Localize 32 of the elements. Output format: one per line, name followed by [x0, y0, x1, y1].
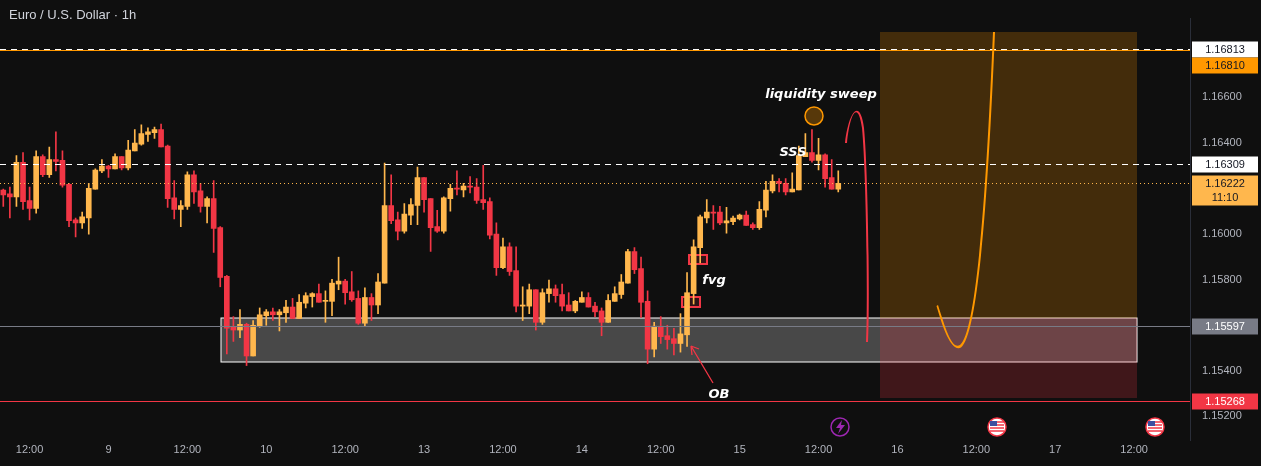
ref-line-label: 1.15597 [1205, 319, 1245, 332]
ref-line-label: 1.16222 11:10 [1205, 176, 1245, 203]
x-tick-label: 10 [260, 442, 273, 455]
annotation: liquidity sweep [765, 85, 877, 101]
y-tick-label: 1.15200 [1202, 409, 1242, 422]
chart-title: Euro / U.S. Dollar · 1h [9, 7, 137, 22]
x-tick-label: 12:00 [173, 442, 202, 455]
x-tick-label: 12:00 [804, 442, 833, 455]
ref-line-label: 1.15268 [1205, 394, 1245, 407]
x-tick-label: 17 [1049, 442, 1062, 455]
x-tick-label: 16 [891, 442, 904, 455]
ref-line-label: 1.16309 [1205, 157, 1245, 170]
annotation: OB [708, 385, 730, 401]
x-tick-label: 12:00 [646, 442, 675, 455]
x-tick-label: 12:00 [331, 442, 359, 455]
y-tick-label: 1.16000 [1202, 227, 1242, 239]
x-tick-label: 12:00 [962, 442, 991, 455]
x-tick-label: 15 [733, 442, 746, 455]
y-tick-label: 1.15400 [1202, 363, 1242, 376]
y-tick-label: 1.16400 [1202, 135, 1242, 148]
x-tick-label: 13 [417, 442, 431, 455]
x-tick-label: 9 [105, 442, 112, 455]
x-tick-label: 12:00 [489, 442, 517, 455]
y-tick-label: 1.16600 [1202, 90, 1242, 103]
y-tick-label: 1.15800 [1202, 272, 1242, 285]
x-tick-label: 12:00 [1120, 442, 1148, 455]
x-tick-label: 14 [575, 442, 588, 455]
annotation: fvg [702, 271, 726, 287]
candlestick [809, 129, 815, 163]
ref-line-label: 1.16810 [1205, 58, 1245, 71]
ref-line-label: 1.16813 [1205, 42, 1245, 55]
x-tick-label: 12:00 [15, 442, 44, 455]
